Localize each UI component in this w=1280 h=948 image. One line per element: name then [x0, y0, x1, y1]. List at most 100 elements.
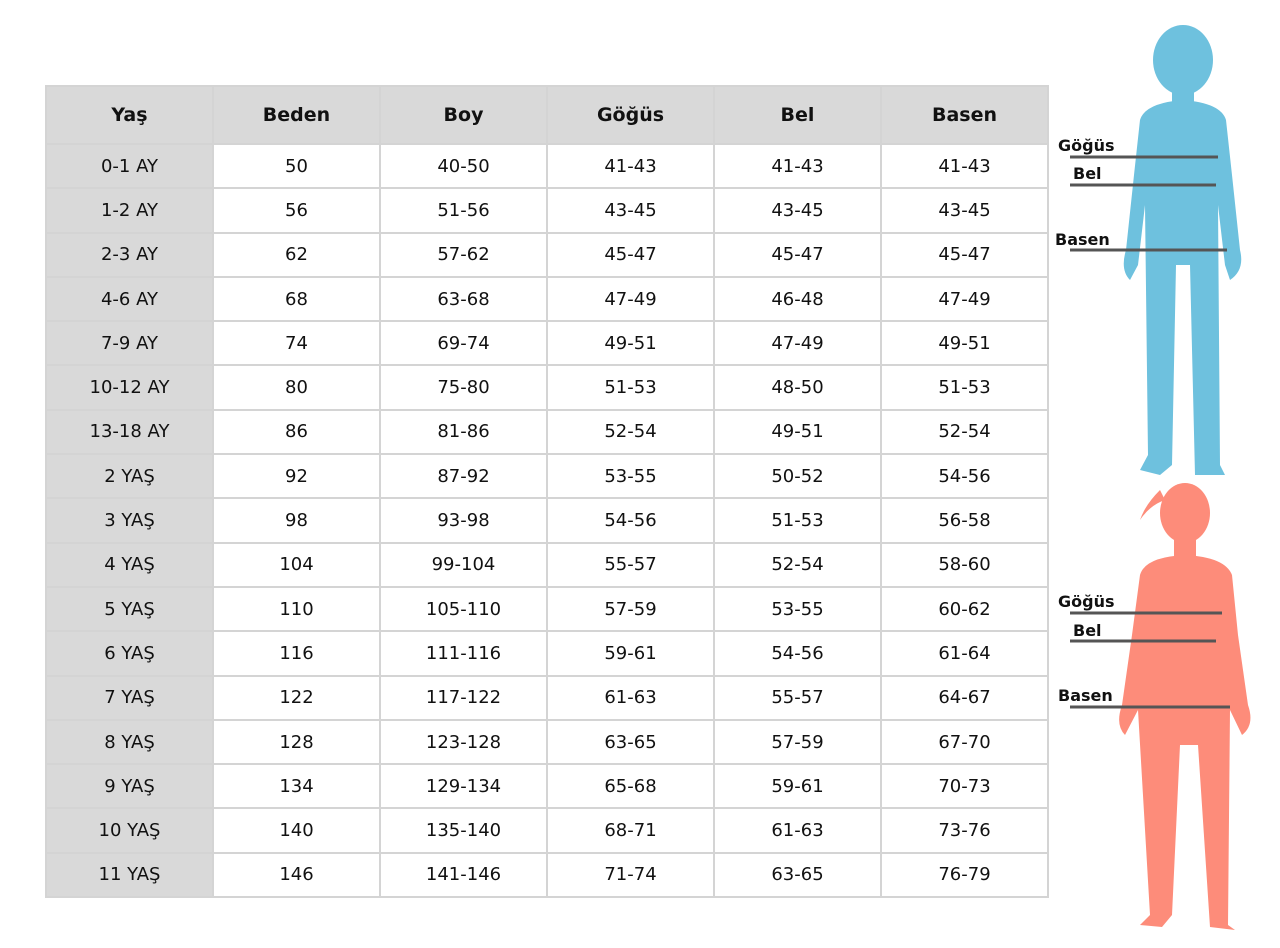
cell-hip: 49-51: [880, 320, 1049, 367]
boy-waist-label: Bel: [1073, 164, 1102, 183]
cell-height: 69-74: [379, 320, 548, 367]
cell-size: 122: [212, 674, 381, 721]
cell-height: 117-122: [379, 674, 548, 721]
table-row: 6 YAŞ 116 111-116 59-61 54-56 61-64: [45, 630, 1049, 677]
cell-waist: 45-47: [713, 231, 882, 278]
cell-waist: 54-56: [713, 630, 882, 677]
girl-chest-label: Göğüs: [1058, 592, 1115, 611]
cell-size: 56: [212, 187, 381, 234]
cell-height: 40-50: [379, 142, 548, 190]
header-hip: Basen: [880, 85, 1049, 145]
table-row: 8 YAŞ 128 123-128 63-65 57-59 67-70: [45, 718, 1049, 766]
cell-hip: 41-43: [880, 142, 1049, 190]
table-row: 7-9 AY 74 69-74 49-51 47-49 49-51: [45, 320, 1049, 367]
cell-height: 93-98: [379, 497, 548, 544]
cell-hip: 54-56: [880, 453, 1049, 500]
cell-hip: 45-47: [880, 231, 1049, 278]
table-row: 1-2 AY 56 51-56 43-45 43-45 43-45: [45, 187, 1049, 234]
cell-size: 92: [212, 453, 381, 500]
cell-age: 11 YAŞ: [45, 851, 214, 899]
cell-age: 1-2 AY: [45, 187, 214, 234]
cell-height: 87-92: [379, 453, 548, 500]
cell-height: 141-146: [379, 851, 548, 899]
cell-age: 7-9 AY: [45, 320, 214, 367]
table-row: 5 YAŞ 110 105-110 57-59 53-55 60-62: [45, 585, 1049, 633]
cell-waist: 47-49: [713, 320, 882, 367]
cell-chest: 68-71: [546, 807, 715, 854]
table-row: 2-3 AY 62 57-62 45-47 45-47 45-47: [45, 231, 1049, 278]
cell-waist: 52-54: [713, 541, 882, 588]
size-chart-table: Yaş Beden Boy Göğüs Bel Basen 0-1 AY 50 40-50 41…: [45, 85, 1049, 899]
cell-age: 4-6 AY: [45, 275, 214, 323]
cell-height: 123-128: [379, 718, 548, 766]
cell-hip: 47-49: [880, 275, 1049, 323]
cell-size: 116: [212, 630, 381, 677]
cell-chest: 59-61: [546, 630, 715, 677]
cell-hip: 64-67: [880, 674, 1049, 721]
table-row: 4 YAŞ 104 99-104 55-57 52-54 58-60: [45, 541, 1049, 588]
girl-hip-label: Basen: [1058, 686, 1113, 705]
cell-chest: 65-68: [546, 763, 715, 810]
cell-age: 4 YAŞ: [45, 541, 214, 588]
table-row: 10-12 AY 80 75-80 51-53 48-50 51-53: [45, 364, 1049, 411]
cell-size: 74: [212, 320, 381, 367]
cell-height: 57-62: [379, 231, 548, 278]
header-age: Yaş: [45, 85, 214, 145]
cell-height: 135-140: [379, 807, 548, 854]
cell-hip: 60-62: [880, 585, 1049, 633]
table-row: 0-1 AY 50 40-50 41-43 41-43 41-43: [45, 142, 1049, 190]
cell-height: 51-56: [379, 187, 548, 234]
table-row: 10 YAŞ 140 135-140 68-71 61-63 73-76: [45, 807, 1049, 854]
cell-size: 68: [212, 275, 381, 323]
cell-chest: 45-47: [546, 231, 715, 278]
table-row: 9 YAŞ 134 129-134 65-68 59-61 70-73: [45, 763, 1049, 810]
girl-silhouette: [1119, 483, 1251, 930]
cell-waist: 61-63: [713, 807, 882, 854]
cell-height: 99-104: [379, 541, 548, 588]
cell-age: 9 YAŞ: [45, 763, 214, 810]
table-row: 3 YAŞ 98 93-98 54-56 51-53 56-58: [45, 497, 1049, 544]
header-row: Yaş Beden Boy Göğüs Bel Basen: [45, 85, 1049, 145]
cell-waist: 50-52: [713, 453, 882, 500]
table-row: 13-18 AY 86 81-86 52-54 49-51 52-54: [45, 408, 1049, 456]
cell-waist: 57-59: [713, 718, 882, 766]
table-row: 11 YAŞ 146 141-146 71-74 63-65 76-79: [45, 851, 1049, 899]
table-row: 2 YAŞ 92 87-92 53-55 50-52 54-56: [45, 453, 1049, 500]
cell-chest: 51-53: [546, 364, 715, 411]
cell-waist: 46-48: [713, 275, 882, 323]
cell-chest: 47-49: [546, 275, 715, 323]
cell-hip: 70-73: [880, 763, 1049, 810]
cell-age: 2-3 AY: [45, 231, 214, 278]
cell-height: 129-134: [379, 763, 548, 810]
boy-hip-label: Basen: [1055, 230, 1110, 249]
cell-hip: 51-53: [880, 364, 1049, 411]
cell-size: 62: [212, 231, 381, 278]
cell-size: 80: [212, 364, 381, 411]
cell-age: 10-12 AY: [45, 364, 214, 411]
cell-height: 81-86: [379, 408, 548, 456]
cell-waist: 41-43: [713, 142, 882, 190]
cell-hip: 56-58: [880, 497, 1049, 544]
cell-age: 7 YAŞ: [45, 674, 214, 721]
cell-size: 110: [212, 585, 381, 633]
boy-silhouette: [1123, 25, 1242, 475]
cell-chest: 54-56: [546, 497, 715, 544]
cell-waist: 53-55: [713, 585, 882, 633]
cell-age: 3 YAŞ: [45, 497, 214, 544]
cell-height: 63-68: [379, 275, 548, 323]
header-height: Boy: [379, 85, 548, 145]
cell-waist: 59-61: [713, 763, 882, 810]
cell-age: 8 YAŞ: [45, 718, 214, 766]
cell-age: 2 YAŞ: [45, 453, 214, 500]
cell-size: 86: [212, 408, 381, 456]
cell-age: 6 YAŞ: [45, 630, 214, 677]
cell-hip: 61-64: [880, 630, 1049, 677]
cell-chest: 71-74: [546, 851, 715, 899]
cell-size: 104: [212, 541, 381, 588]
cell-size: 128: [212, 718, 381, 766]
cell-chest: 41-43: [546, 142, 715, 190]
cell-waist: 63-65: [713, 851, 882, 899]
cell-chest: 61-63: [546, 674, 715, 721]
cell-height: 75-80: [379, 364, 548, 411]
